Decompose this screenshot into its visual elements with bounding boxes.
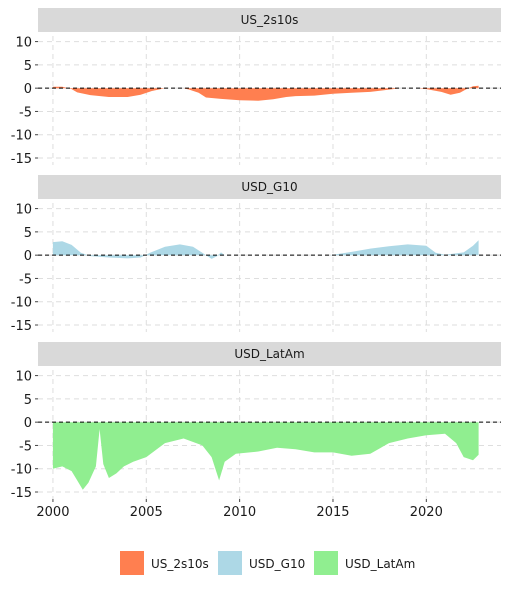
y-tick-label: 5 — [24, 393, 32, 408]
legend-swatch-usd-g10 — [218, 551, 242, 575]
y-tick-label: -15 — [11, 319, 32, 334]
y-tick-label: 10 — [15, 203, 32, 218]
y-tick-label: 10 — [15, 370, 32, 385]
x-tick-label: 2020 — [410, 505, 443, 520]
y-tick-label: -5 — [19, 105, 32, 120]
y-tick-label: 0 — [24, 249, 32, 264]
y-tick-label: 5 — [24, 226, 32, 241]
y-tick-label: -5 — [19, 439, 32, 454]
x-tick-label: 2015 — [316, 505, 349, 520]
facet-label-usd-latam: USD_LatAm — [234, 347, 304, 361]
facet-label-us-2s10s: US_2s10s — [241, 13, 299, 27]
y-tick-label: 0 — [24, 82, 32, 97]
legend-swatch-us-2s10s — [120, 551, 144, 575]
legend-label-usd-g10: USD_G10 — [249, 557, 305, 571]
y-tick-label: 0 — [24, 416, 32, 431]
facet-strip-us-2s10s — [38, 8, 501, 32]
x-tick-label: 2000 — [36, 505, 69, 520]
facet-strip-usd-latam — [38, 342, 501, 366]
facet-label-usd-g10: USD_G10 — [241, 180, 297, 194]
y-tick-label: -15 — [11, 486, 32, 501]
y-tick-label: -10 — [11, 463, 32, 478]
y-tick-label: -5 — [19, 272, 32, 287]
y-tick-label: -10 — [11, 129, 32, 144]
y-tick-label: 5 — [24, 59, 32, 74]
x-tick-label: 2005 — [130, 505, 163, 520]
legend-swatch-usd-latam — [314, 551, 338, 575]
area-series-usd-g10 — [52, 240, 479, 259]
area-series-usd-latam — [52, 422, 479, 490]
legend-label-usd-latam: USD_LatAm — [345, 557, 415, 571]
y-tick-label: -10 — [11, 296, 32, 311]
legend-label-us-2s10s: US_2s10s — [151, 557, 209, 571]
y-tick-label: 10 — [15, 36, 32, 51]
x-tick-label: 2010 — [223, 505, 256, 520]
facet-strip-usd-g10 — [38, 175, 501, 199]
area-series-us-2s10s — [52, 85, 479, 101]
y-tick-label: -15 — [11, 152, 32, 167]
